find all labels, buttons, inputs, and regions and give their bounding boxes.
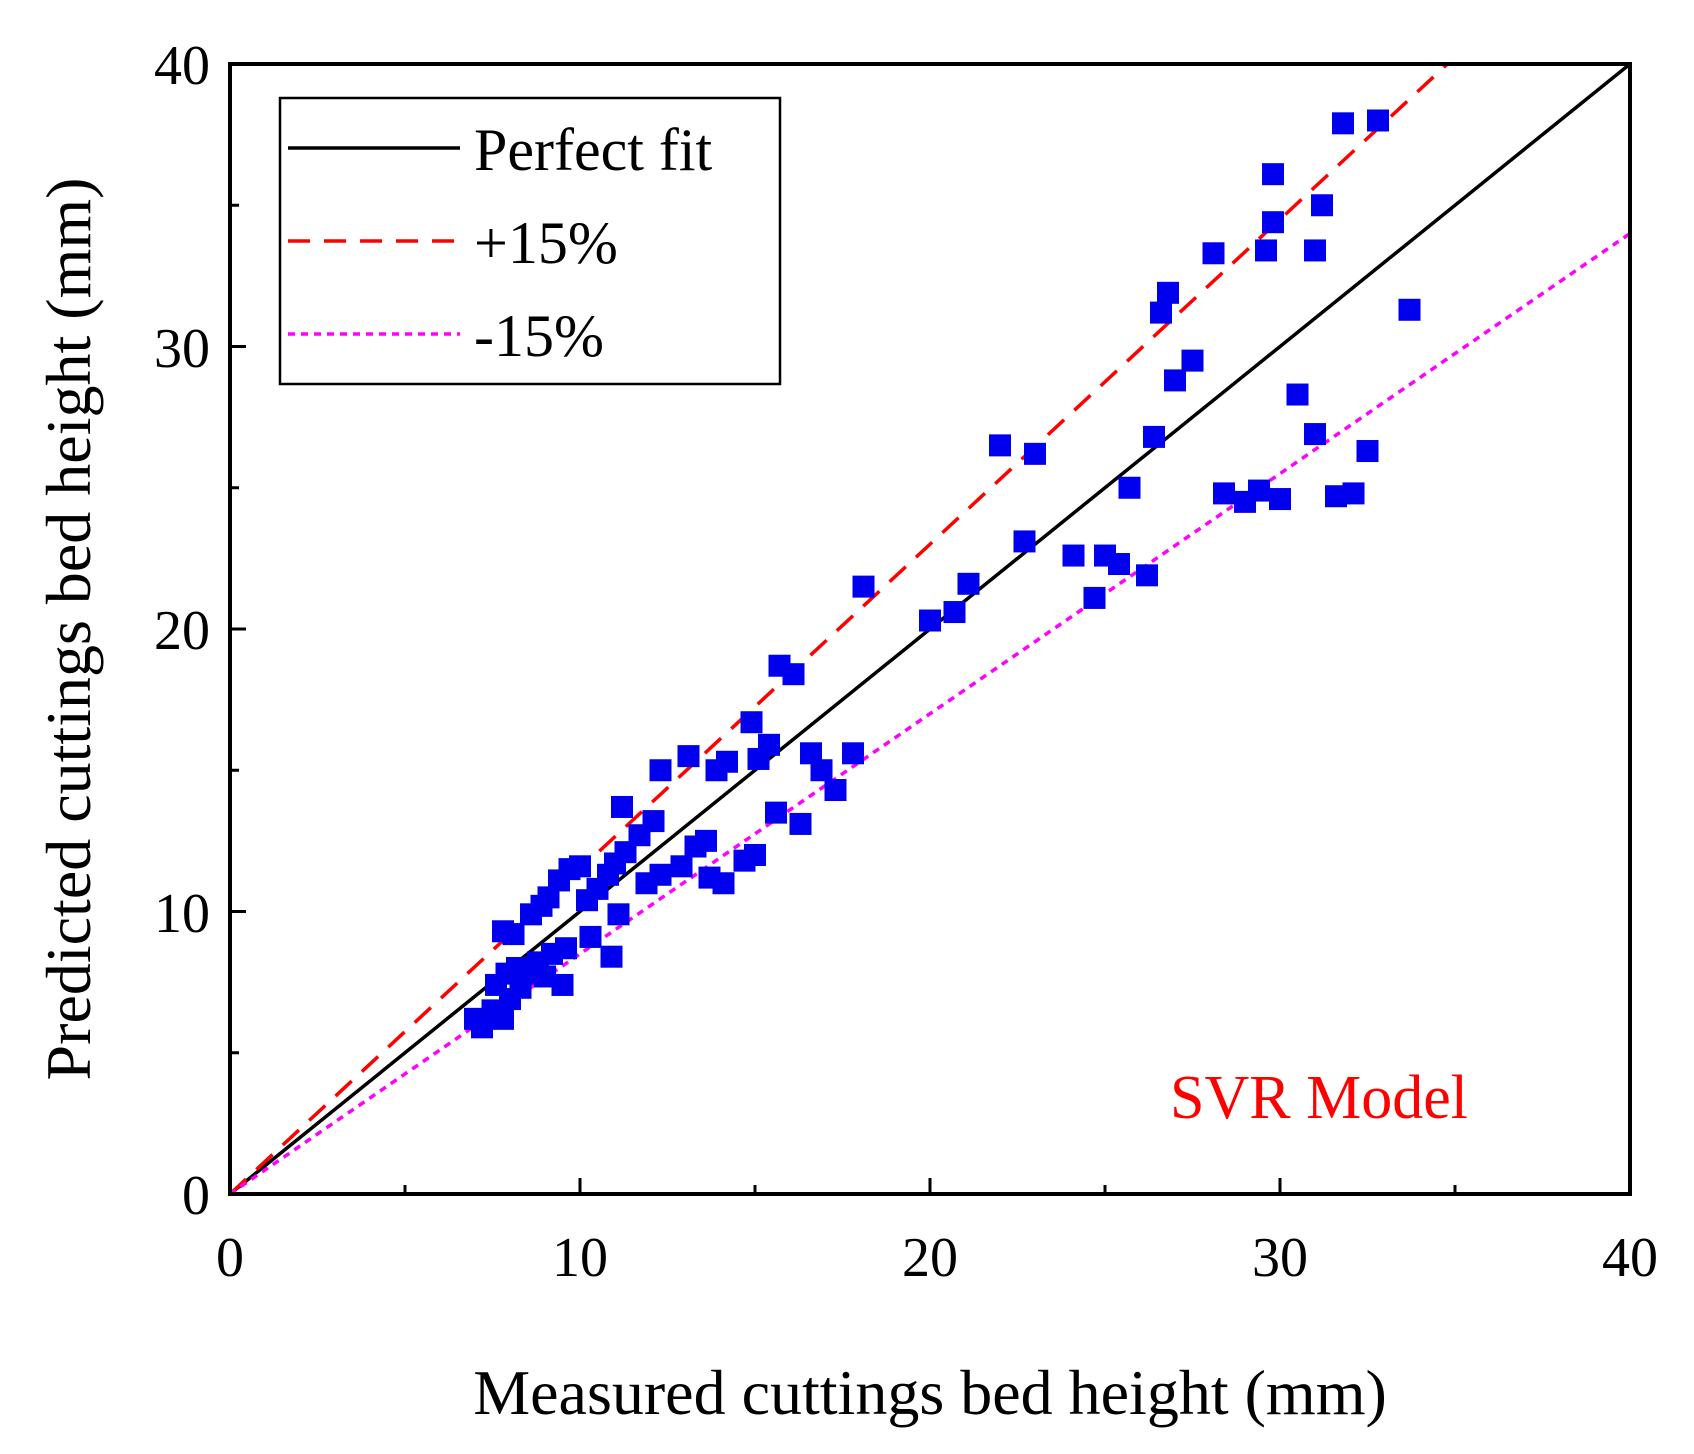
data-point [649, 863, 672, 886]
y-tick-label: 30 [154, 318, 210, 380]
legend-label-perfect-fit: Perfect fit [474, 117, 713, 183]
legend: Perfect fit +15% -15% [278, 96, 782, 386]
data-point [758, 733, 780, 756]
data-point [1311, 194, 1333, 217]
data-point [670, 855, 693, 878]
x-tick-label: 40 [1602, 1227, 1658, 1289]
data-point [555, 937, 577, 960]
data-point [1248, 479, 1270, 502]
data-point [1083, 586, 1106, 609]
data-point [824, 779, 847, 802]
y-tick-label: 20 [154, 600, 210, 662]
axis-ticks [228, 62, 1632, 1196]
data-point [716, 750, 738, 773]
data-point [1164, 369, 1186, 392]
model-annotation: SVR Model [1170, 1064, 1468, 1132]
data-point [943, 601, 966, 624]
data-point [842, 742, 864, 765]
data-point [607, 903, 630, 926]
data-point [569, 855, 591, 878]
data-point [1157, 281, 1179, 304]
data-point [1118, 476, 1141, 499]
data-point [537, 886, 560, 909]
data-point [1304, 239, 1326, 262]
reference-line-minus15 [230, 232, 1630, 1194]
data-point [919, 609, 941, 632]
x-tick-label: 10 [552, 1227, 608, 1289]
data-point [1356, 440, 1379, 463]
y-tick-label: 40 [154, 35, 210, 97]
data-point [789, 812, 812, 835]
data-point [1325, 485, 1347, 508]
legend-label-minus15: -15% [474, 303, 604, 369]
legend-label-plus15: +15% [474, 210, 618, 276]
data-point [989, 434, 1011, 457]
data-points [464, 109, 1421, 1039]
data-point [1108, 553, 1130, 576]
data-point [614, 841, 637, 864]
data-point [810, 759, 833, 782]
data-point [1143, 425, 1165, 448]
x-tick-label: 20 [902, 1227, 958, 1289]
data-point [1398, 298, 1421, 321]
data-point [1013, 530, 1036, 553]
data-point [1304, 423, 1326, 446]
data-point [1150, 301, 1172, 324]
data-point [1262, 211, 1284, 234]
x-tick-label: 0 [216, 1227, 244, 1289]
data-point [579, 925, 602, 948]
data-point [1332, 112, 1354, 135]
data-point [471, 1016, 493, 1039]
y-tick-label: 0 [182, 1165, 210, 1227]
data-point [551, 973, 574, 996]
data-point [957, 572, 980, 595]
data-point [677, 745, 700, 768]
data-point [1342, 482, 1365, 505]
data-point [1213, 482, 1235, 505]
data-point [1262, 163, 1284, 186]
data-point [611, 795, 633, 818]
data-point [800, 742, 822, 765]
data-point [765, 801, 787, 824]
data-point [1024, 442, 1046, 465]
data-point [502, 923, 525, 946]
data-point [1181, 349, 1204, 372]
data-point [1062, 544, 1085, 567]
data-point [642, 810, 665, 833]
data-point [852, 575, 875, 598]
data-point [744, 844, 766, 866]
data-point [1255, 239, 1277, 262]
data-point [1286, 383, 1309, 406]
data-point [534, 965, 556, 988]
x-axis-title: Measured cuttings bed height (mm) [473, 1357, 1387, 1428]
data-point [649, 759, 672, 782]
reference-line-plus15 [230, 64, 1449, 1194]
data-point [695, 829, 717, 852]
data-point [600, 945, 623, 968]
data-point [740, 711, 763, 734]
data-point [1136, 564, 1158, 587]
x-tick-label: 30 [1252, 1227, 1308, 1289]
data-point [1367, 109, 1389, 132]
data-point [1202, 242, 1225, 265]
data-point [782, 663, 805, 686]
data-point [1269, 488, 1291, 511]
y-tick-label: 10 [154, 883, 210, 945]
data-point [712, 872, 735, 895]
y-axis-title: Predicted cuttings bed height (mm) [33, 178, 104, 1081]
data-point [492, 1007, 514, 1030]
